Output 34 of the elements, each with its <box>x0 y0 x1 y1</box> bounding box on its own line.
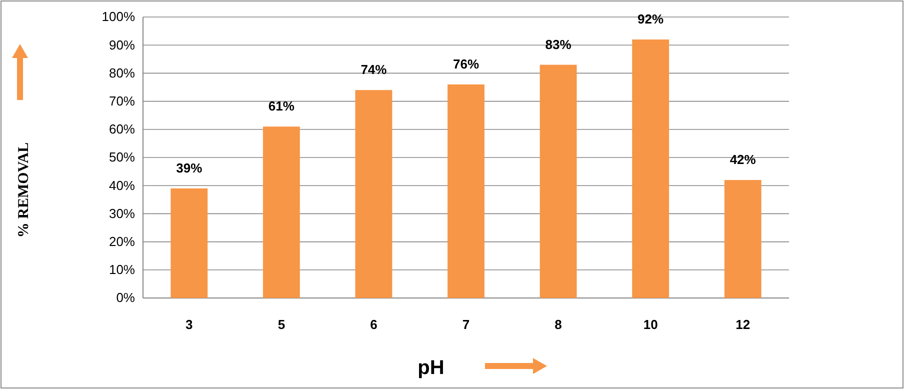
data-label: 92% <box>638 11 664 26</box>
y-tick-label: 70% <box>108 93 136 108</box>
y-tick-label: 40% <box>108 178 136 193</box>
x-tick-label: 7 <box>462 317 470 332</box>
bar <box>355 90 392 298</box>
x-tick-label: 5 <box>278 317 286 332</box>
bar <box>540 64 577 298</box>
data-label: 42% <box>730 152 756 167</box>
y-axis-title: % REMOVAL <box>16 142 32 238</box>
data-label: 83% <box>545 36 572 52</box>
y-tick-label: 60% <box>108 122 136 137</box>
bar <box>170 188 208 298</box>
y-tick-label: 10% <box>108 262 136 278</box>
x-tick-label: 3 <box>186 317 193 332</box>
x-tick-label: 8 <box>554 317 562 332</box>
y-tick-label: 30% <box>108 206 136 221</box>
bar <box>262 126 300 298</box>
bar <box>632 39 670 298</box>
y-tick-label: 80% <box>108 65 136 80</box>
data-label: 39% <box>176 160 203 176</box>
x-axis-title: pH <box>418 357 444 379</box>
x-tick-label: 12 <box>736 317 750 332</box>
x-tick-label: 10 <box>643 317 658 332</box>
y-tick-label: 50% <box>108 150 136 165</box>
y-tick-label: 20% <box>108 234 136 249</box>
x-tick-label: 6 <box>370 317 378 332</box>
y-tick-label: 100% <box>102 9 136 24</box>
bar <box>724 180 762 298</box>
data-label: 74% <box>360 62 388 78</box>
y-tick-label: 0% <box>116 290 136 306</box>
data-label: 61% <box>268 98 295 114</box>
bar <box>448 84 484 298</box>
data-label: 76% <box>452 56 480 72</box>
y-tick-label: 90% <box>108 37 136 52</box>
